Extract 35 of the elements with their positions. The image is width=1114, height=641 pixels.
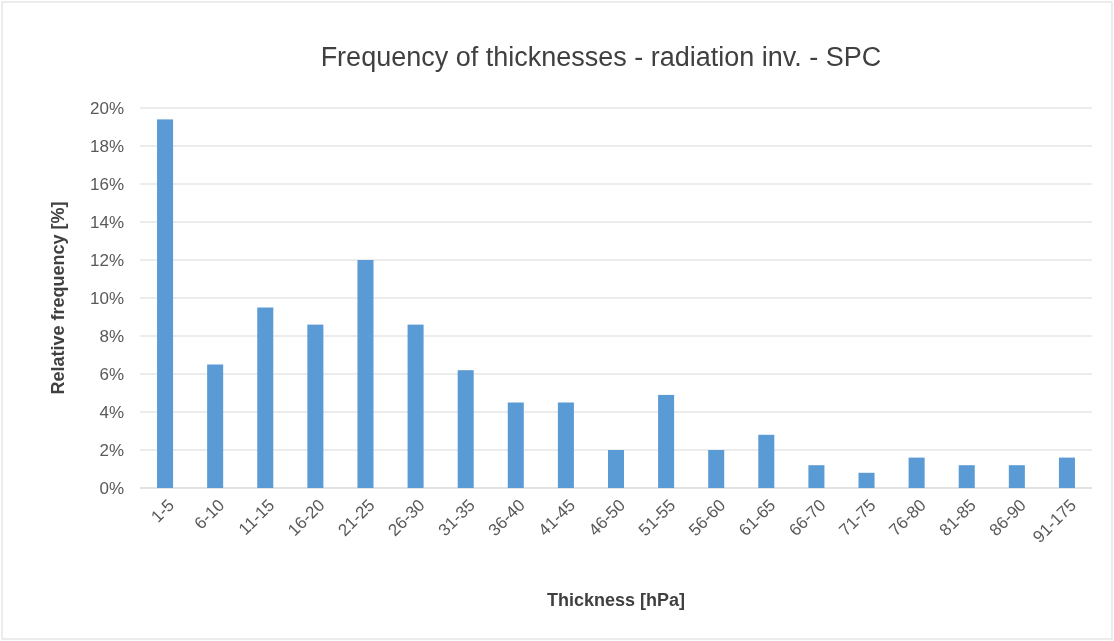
x-tick-label: 1-5 [147, 495, 179, 527]
y-tick-label: 20% [89, 98, 124, 118]
y-axis-title: Relative frequency [%] [48, 201, 68, 395]
y-tick-label: 2% [99, 440, 124, 460]
bar [207, 364, 224, 488]
chart-title: Frequency of thicknesses - radiation inv. - SPC [320, 42, 882, 72]
bar [658, 394, 675, 488]
bar [307, 324, 324, 488]
x-axis-title: Thickness [hPa] [546, 590, 686, 610]
bar [257, 307, 274, 488]
bar [708, 450, 725, 488]
bar [357, 260, 374, 488]
bar [908, 457, 925, 488]
y-tick-label: 4% [99, 402, 124, 422]
y-tick-label: 12% [89, 250, 124, 270]
y-tick-label: 6% [99, 364, 124, 384]
y-tick-label: 18% [89, 136, 124, 156]
bar [808, 465, 825, 488]
bar [858, 472, 875, 488]
bar [557, 402, 574, 488]
bar [157, 119, 174, 488]
bar [407, 324, 424, 488]
y-tick-label: 8% [99, 326, 124, 346]
x-tick-label: 6-10 [190, 495, 229, 534]
bar [1008, 465, 1025, 488]
y-tick-label: 0% [99, 478, 124, 498]
bar [758, 434, 775, 488]
bar [1058, 457, 1075, 488]
y-tick-label: 16% [89, 174, 124, 194]
y-tick-label: 14% [89, 212, 124, 232]
bar [507, 402, 524, 488]
bar [607, 450, 625, 488]
bar [457, 370, 474, 488]
y-tick-label: 10% [89, 288, 124, 308]
bar [958, 465, 975, 488]
